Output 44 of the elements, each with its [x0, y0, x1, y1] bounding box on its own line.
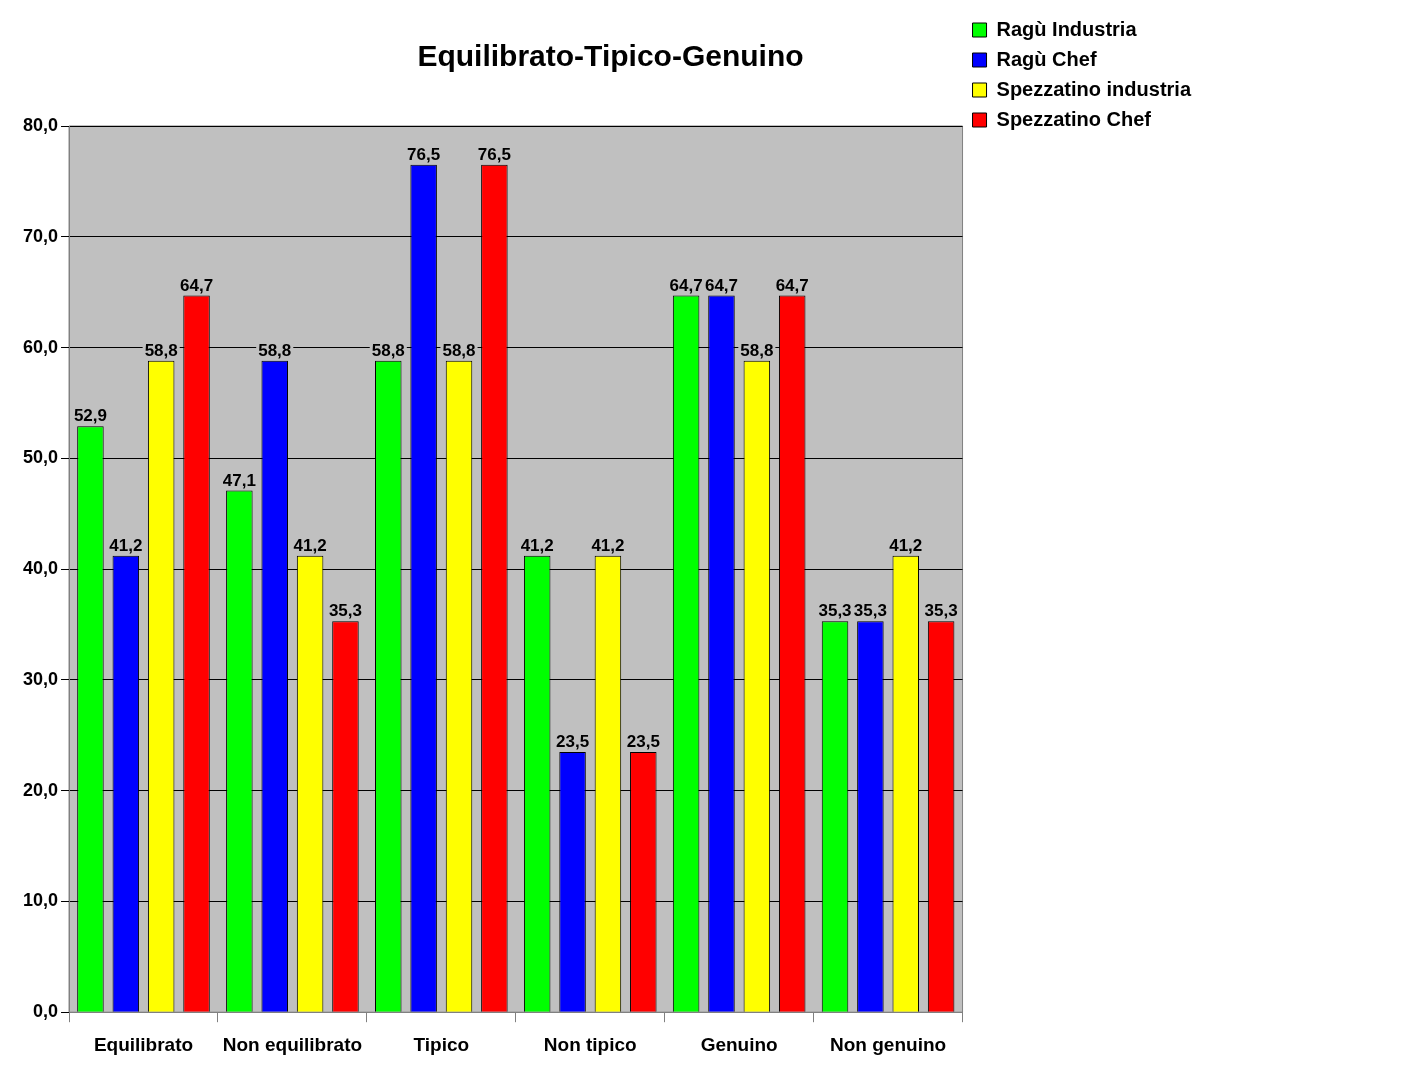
data-label: 58,8 — [144, 341, 178, 361]
data-label: 41,2 — [591, 535, 625, 555]
data-label: 41,2 — [889, 535, 923, 555]
data-label: 35,3 — [853, 601, 887, 621]
data-label: 23,5 — [556, 732, 590, 752]
y-tick-label: 40,0 — [22, 558, 59, 579]
data-label: 64,7 — [704, 275, 739, 295]
x-tick-label: Equilibrato — [93, 1033, 194, 1055]
data-label: 58,8 — [740, 341, 774, 361]
y-tick-label: 20,0 — [22, 779, 59, 800]
y-tick-label: 50,0 — [22, 447, 59, 468]
data-label: 58,8 — [258, 341, 292, 361]
legend-label: Ragù Chef — [996, 47, 1097, 70]
data-label: 41,2 — [109, 535, 143, 555]
data-label: 64,7 — [669, 275, 703, 295]
x-tick-label: Non tipico — [543, 1033, 637, 1055]
data-label: 35,3 — [818, 601, 852, 621]
y-tick-label: 10,0 — [22, 890, 59, 911]
y-tick-label: 60,0 — [22, 336, 59, 357]
data-label: 35,3 — [924, 601, 958, 621]
x-tick-label: Genuino — [700, 1033, 778, 1055]
data-label: 52,9 — [73, 406, 107, 426]
data-label: 41,2 — [520, 535, 554, 555]
data-label: 64,7 — [775, 275, 809, 295]
data-label: 47,1 — [222, 470, 256, 490]
data-label: 35,3 — [328, 601, 363, 621]
chart-title: Equilibrato-Tipico-Genuino — [417, 39, 804, 73]
legend-label: Spezzatino Chef — [996, 107, 1152, 130]
x-tick-label: Non genuino — [830, 1033, 947, 1055]
legend-label: Spezzatino industria — [996, 77, 1192, 100]
y-tick-label: 30,0 — [22, 668, 59, 689]
y-tick-label: 80,0 — [22, 114, 59, 135]
data-label: 76,5 — [477, 144, 511, 164]
data-label: 41,2 — [293, 535, 327, 555]
data-label: 76,5 — [407, 144, 441, 164]
x-tick-label: Non equilibrato — [222, 1033, 363, 1055]
data-label: 64,7 — [180, 275, 214, 295]
data-label: 23,5 — [626, 732, 660, 752]
data-label: 58,8 — [371, 341, 405, 361]
x-tick-label: Tipico — [413, 1033, 470, 1055]
legend-label: Ragù Industria — [996, 17, 1138, 40]
y-tick-label: 70,0 — [22, 225, 59, 246]
data-label: 58,8 — [442, 341, 476, 361]
y-tick-label: 0,0 — [33, 1001, 59, 1022]
